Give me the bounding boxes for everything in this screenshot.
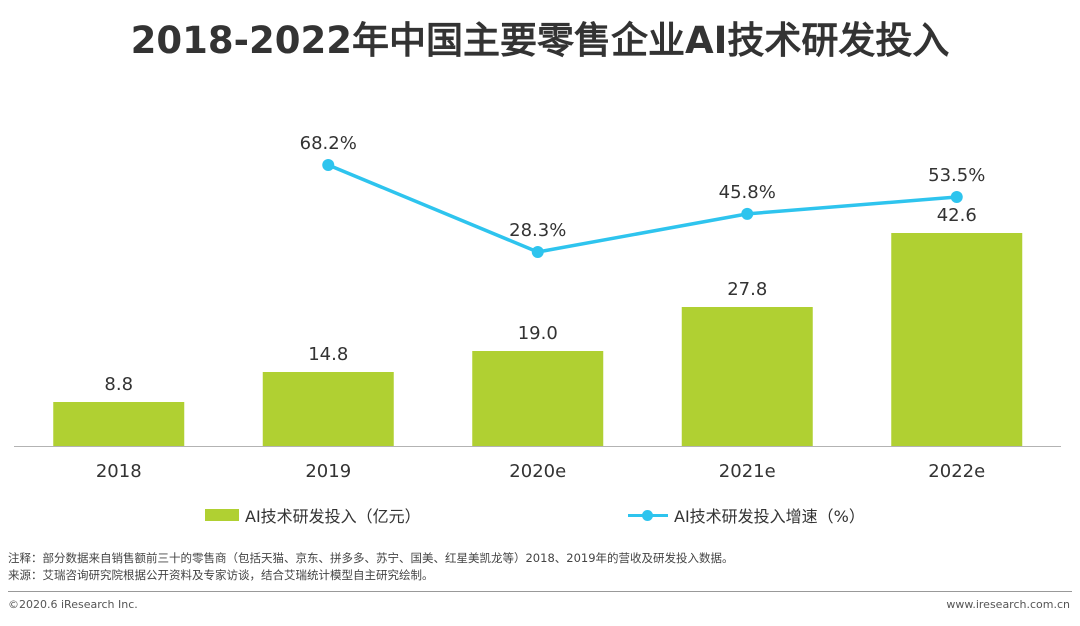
legend-bar-label: AI技术研发投入（亿元） bbox=[245, 507, 421, 526]
bar-label-2019: 14.8 bbox=[308, 344, 348, 365]
growth-line bbox=[327, 163, 957, 254]
bar-label-2020e: 19.0 bbox=[518, 323, 558, 344]
growth-point-2022e bbox=[950, 191, 963, 204]
legend-line-label: AI技术研发投入增速（%） bbox=[674, 507, 865, 526]
tick-label-2019: 2019 bbox=[305, 461, 351, 482]
growth-label-2019: 68.2% bbox=[300, 133, 357, 154]
tick-label-2018: 2018 bbox=[96, 461, 142, 482]
chart-title: 2018-2022年中国主要零售企业AI技术研发投入 bbox=[130, 19, 950, 62]
tick-label-2020e: 2020e bbox=[509, 461, 566, 482]
bar-2020e bbox=[472, 351, 604, 446]
chart: 8.8 2018 14.8 2019 19.0 2020e 27.8 2021e 42.6 202… bbox=[14, 133, 1061, 482]
bar-label-2022e: 42.6 bbox=[937, 205, 977, 226]
footer-copyright: ©2020.6 iResearch Inc. bbox=[8, 598, 138, 611]
note-text: 注释：部分数据来自销售额前三十的零售商（包括天猫、京东、拼多多、苏宁、国美、红星… bbox=[8, 551, 734, 565]
bar-label-2018: 8.8 bbox=[104, 374, 133, 395]
legend-line-swatch bbox=[628, 509, 668, 521]
bar-2021e bbox=[681, 307, 813, 446]
growth-point-2019 bbox=[322, 159, 335, 171]
bar-label-2021e: 27.8 bbox=[727, 279, 767, 300]
tick-label-2022e: 2022e bbox=[928, 461, 985, 482]
growth-point-2020e bbox=[531, 246, 544, 258]
growth-label-2021e: 45.8% bbox=[719, 182, 776, 203]
growth-point-2021e bbox=[741, 207, 754, 220]
source-text: 来源：艾瑞咨询研究院根据公开资料及专家访谈，结合艾瑞统计模型自主研究绘制。 bbox=[8, 568, 434, 582]
footer-website: www.iresearch.com.cn bbox=[946, 598, 1070, 611]
legend-bar: AI技术研发投入（亿元） bbox=[205, 503, 421, 527]
bar-2019 bbox=[262, 372, 394, 446]
growth-label-2020e: 28.3% bbox=[509, 220, 566, 241]
legend-bar-swatch bbox=[205, 509, 239, 521]
legend-line: AI技术研发投入增速（%） bbox=[628, 503, 865, 527]
bar-2022e bbox=[891, 233, 1023, 446]
tick-label-2021e: 2021e bbox=[719, 461, 776, 482]
footer-divider bbox=[8, 591, 1072, 592]
notes: 注释：部分数据来自销售额前三十的零售商（包括天猫、京东、拼多多、苏宁、国美、红星… bbox=[8, 550, 734, 584]
bar-2018 bbox=[53, 402, 185, 446]
growth-label-2022e: 53.5% bbox=[928, 165, 985, 186]
